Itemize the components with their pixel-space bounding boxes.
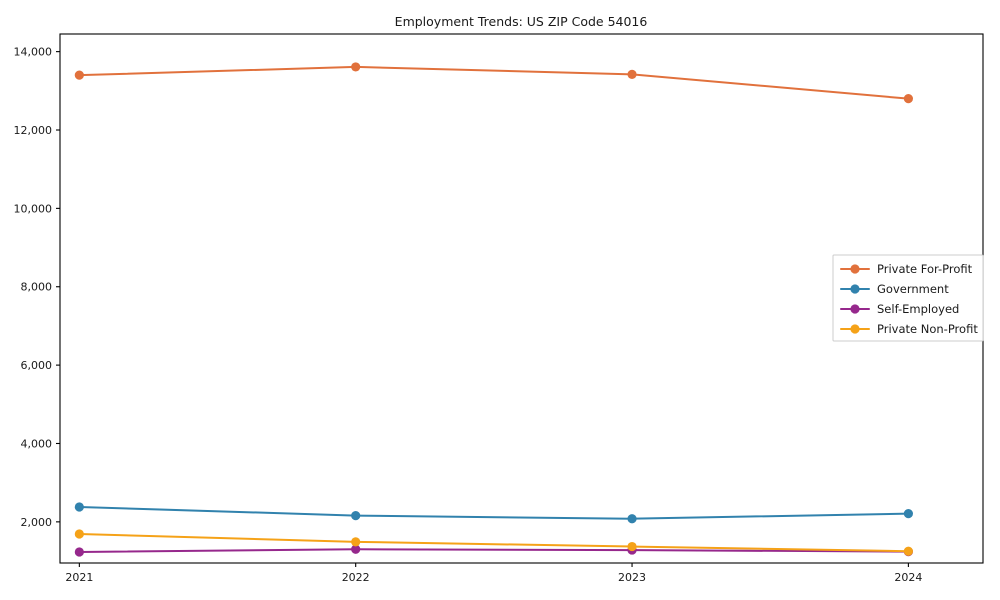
data-point-marker: [74, 547, 84, 557]
y-tick-label: 12,000: [14, 124, 53, 137]
legend-item[interactable]: Government: [840, 282, 949, 296]
legend-label: Private Non-Profit: [877, 322, 978, 336]
legend-label: Self-Employed: [877, 302, 959, 316]
y-axis-ticks: 2,000 4,000 6,000 8,000 10,000 12,000 14,000: [14, 46, 60, 529]
data-point-marker: [351, 537, 361, 547]
y-tick-label: 10,000: [14, 202, 53, 215]
data-point-marker: [74, 529, 84, 539]
x-tick-label: 2021: [65, 571, 93, 584]
chart-series: [74, 502, 913, 524]
x-tick-label: 2023: [618, 571, 646, 584]
legend-item[interactable]: Private For-Profit: [840, 262, 973, 276]
chart-series: [74, 62, 913, 104]
series-layer: [74, 62, 913, 557]
legend-box: [832, 254, 984, 342]
y-tick-label: 8,000: [21, 281, 53, 294]
legend-swatch-marker: [850, 304, 860, 314]
legend-item[interactable]: Private Non-Profit: [840, 322, 978, 336]
legend-swatch-marker: [850, 264, 860, 274]
chart-series: [74, 529, 913, 556]
data-point-marker: [627, 69, 637, 79]
y-tick-label: 4,000: [21, 437, 53, 450]
data-point-marker: [74, 502, 84, 512]
chart-title: Employment Trends: US ZIP Code 54016: [395, 14, 648, 29]
y-tick-label: 6,000: [21, 359, 53, 372]
y-tick-label: 14,000: [14, 46, 53, 59]
data-point-marker: [903, 546, 913, 556]
chart-legend: Private For-Profit Government Self-Employe…: [832, 254, 984, 342]
legend-swatch-marker: [850, 284, 860, 294]
data-point-marker: [627, 541, 637, 552]
y-tick-label: 2,000: [21, 516, 53, 529]
legend-label: Government: [877, 282, 949, 296]
chart-series: [74, 544, 913, 557]
data-point-marker: [351, 62, 361, 72]
legend-swatch-marker: [850, 324, 860, 334]
series-line: [78, 548, 910, 554]
series-line: [78, 533, 910, 553]
x-tick-label: 2024: [894, 571, 922, 584]
legend-label: Private For-Profit: [877, 262, 973, 276]
data-point-marker: [351, 510, 361, 521]
data-point-marker: [903, 94, 913, 104]
data-point-marker: [351, 544, 361, 554]
data-point-marker: [74, 70, 84, 80]
data-point-marker: [627, 514, 637, 524]
x-axis-ticks: 2021 2022 2023 2024: [65, 563, 922, 584]
legend-item[interactable]: Self-Employed: [840, 302, 959, 316]
series-line: [78, 505, 910, 520]
x-tick-label: 2022: [342, 571, 370, 584]
series-line: [78, 65, 910, 100]
data-point-marker: [903, 509, 913, 519]
